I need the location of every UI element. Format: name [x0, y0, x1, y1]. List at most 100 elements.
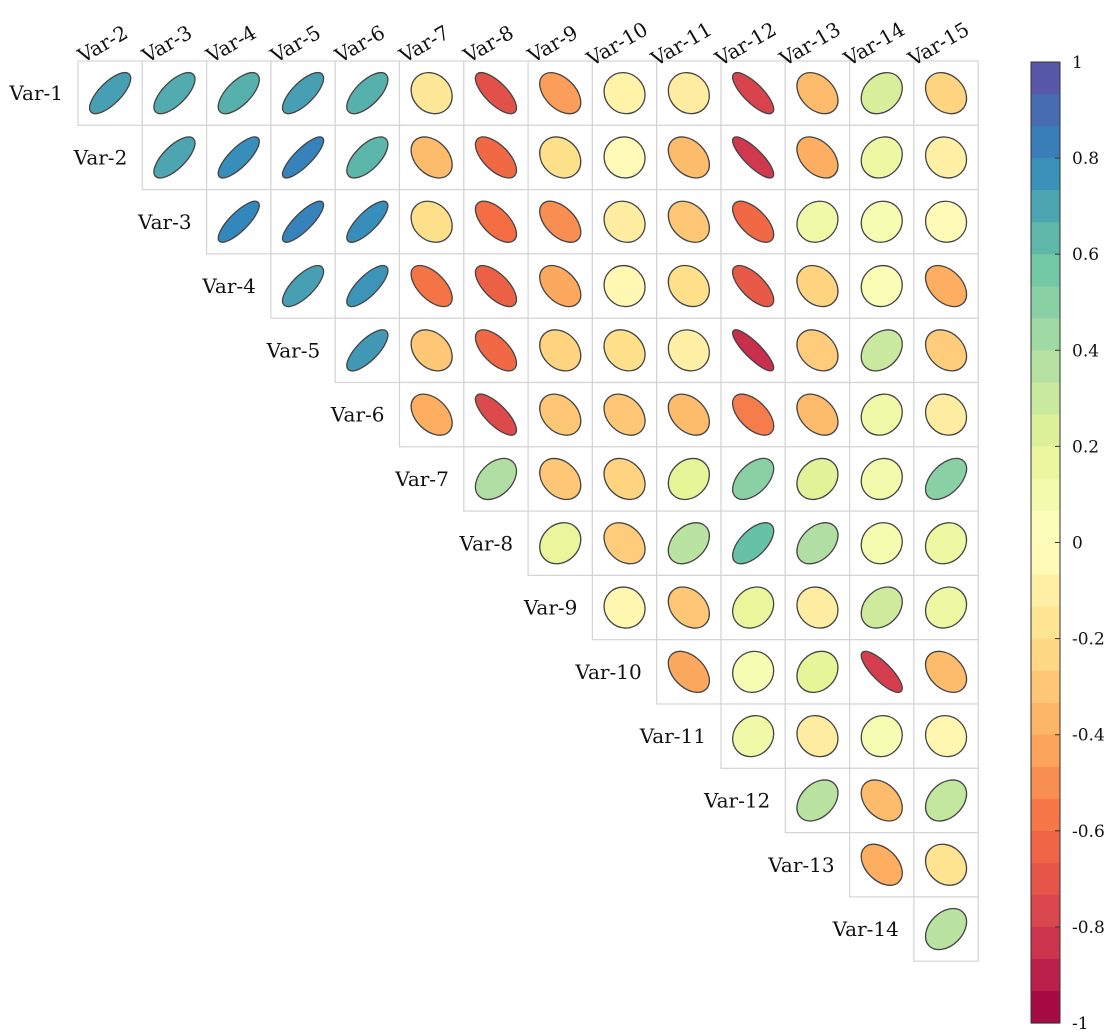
colorbar-segment	[1031, 766, 1060, 800]
correlation-ellipse	[153, 136, 196, 179]
correlation-ellipse	[860, 71, 903, 115]
correlation-ellipse	[796, 264, 839, 308]
correlation-ellipse	[860, 714, 903, 758]
correlation-ellipse	[474, 71, 518, 115]
correlation-ellipse	[731, 393, 775, 436]
correlation-ellipse	[603, 457, 646, 501]
row-label: Var-3	[137, 210, 192, 234]
colorbar-tick-label: 0.4	[1072, 341, 1099, 361]
correlation-ellipse	[410, 200, 453, 243]
correlation-ellipse	[281, 136, 325, 179]
correlation-ellipse	[539, 71, 582, 115]
correlation-ellipse	[731, 329, 775, 372]
correlation-ellipse	[667, 71, 711, 115]
row-label: Var-4	[201, 274, 256, 298]
correlation-ellipse	[924, 650, 968, 694]
correlation-ellipse	[860, 843, 903, 886]
correlation-ellipse	[88, 71, 132, 115]
row-label: Var-12	[703, 788, 770, 812]
correlation-ellipse	[860, 136, 903, 179]
colorbar-segment	[1031, 414, 1060, 447]
row-label: Var-11	[639, 724, 706, 748]
correlation-ellipse	[860, 586, 903, 629]
correlation-ellipse	[217, 136, 260, 179]
colorbar-segment	[1031, 94, 1060, 127]
correlation-ellipse	[539, 329, 582, 372]
colorbar-segment	[1031, 190, 1060, 223]
correlation-ellipse	[539, 136, 582, 179]
colorbar-tick-label: -0.6	[1072, 822, 1105, 842]
row-label: Var-10	[574, 660, 641, 684]
correlation-ellipse	[924, 136, 968, 179]
correlation-ellipse	[539, 393, 582, 436]
correlation-ellipse	[474, 264, 518, 308]
row-label: Var-8	[459, 531, 514, 555]
row-label: Var-7	[394, 467, 449, 491]
colorbar-segment	[1031, 798, 1060, 832]
colorbar-tick-label: -0.4	[1072, 726, 1105, 746]
correlation-ellipse	[731, 650, 775, 694]
correlation-ellipse	[860, 650, 903, 694]
correlation-ellipse	[539, 457, 582, 501]
correlation-ellipse	[603, 200, 646, 243]
correlation-ellipse	[667, 136, 711, 179]
colorbar-segment	[1031, 830, 1060, 864]
correlation-ellipse	[667, 264, 711, 308]
colorbar-segment	[1031, 670, 1060, 704]
correlation-ellipse	[796, 714, 839, 758]
matrix-cell	[527, 60, 593, 126]
correlation-ellipse	[924, 714, 968, 758]
colorbar-segment	[1031, 382, 1060, 415]
correlation-ellipse	[924, 586, 968, 629]
correlation-ellipse	[796, 393, 839, 436]
correlation-ellipse	[474, 200, 518, 243]
colorbar-segment	[1031, 446, 1060, 480]
correlation-ellipse	[796, 779, 839, 822]
colorbar: 1 0.8 0.6 0.4 0.2 0 -0.2 -0.4 -0.6 -0.8 -1	[1030, 53, 1105, 1033]
correlation-ellipse	[539, 522, 582, 565]
correlation-ellipse	[667, 522, 711, 565]
correlation-ellipse	[667, 329, 711, 372]
correlation-ellipse	[860, 264, 903, 308]
correlation-ellipse	[667, 457, 711, 501]
correlation-ellipse	[281, 200, 325, 243]
correlation-ellipse	[603, 71, 646, 115]
correlation-ellipse	[603, 586, 646, 629]
correlation-ellipse	[410, 71, 453, 115]
correlation-ellipse	[796, 329, 839, 372]
correlation-ellipse	[731, 586, 775, 629]
correlation-ellipse	[860, 457, 903, 501]
row-label: Var-13	[767, 853, 834, 877]
correlation-ellipse	[924, 779, 968, 822]
correlation-ellipse	[796, 457, 839, 501]
colorbar-segment	[1031, 926, 1060, 960]
colorbar-segment	[1031, 862, 1060, 896]
colorbar-segment	[1031, 126, 1060, 159]
colorbar-tick-label: -0.8	[1072, 918, 1105, 938]
colorbar-segment	[1031, 734, 1060, 768]
correlation-ellipse	[410, 136, 453, 179]
correlation-ellipse	[153, 71, 196, 115]
colorbar-segment	[1031, 350, 1060, 383]
row-label: Var-14	[832, 917, 899, 941]
colorbar-segment	[1031, 638, 1060, 672]
correlation-ellipse	[860, 393, 903, 436]
colorbar-segment	[1031, 158, 1060, 191]
colorbar-tick-label: 1	[1072, 53, 1083, 73]
correlation-ellipse	[539, 200, 582, 243]
correlation-ellipse	[603, 393, 646, 436]
correlation-ellipse	[217, 200, 260, 243]
correlation-ellipse	[410, 393, 453, 436]
row-label: Var-9	[523, 596, 578, 620]
colorbar-tick-label: 0.8	[1072, 149, 1099, 169]
colorbar-tick-label: 0.2	[1072, 437, 1099, 457]
correlation-ellipse	[667, 586, 711, 629]
correlation-ellipse	[281, 71, 325, 115]
correlation-ellipse	[924, 264, 968, 308]
colorbar-segment	[1031, 542, 1060, 576]
correlation-ellipse	[474, 457, 518, 501]
correlation-ellipse	[603, 136, 646, 179]
colorbar-segment	[1031, 222, 1060, 255]
row-labels: Var-1 Var-2 Var-3 Var-4 Var-5 Var-6 Var-7 Var-8…	[8, 81, 898, 941]
correlation-ellipse	[667, 200, 711, 243]
